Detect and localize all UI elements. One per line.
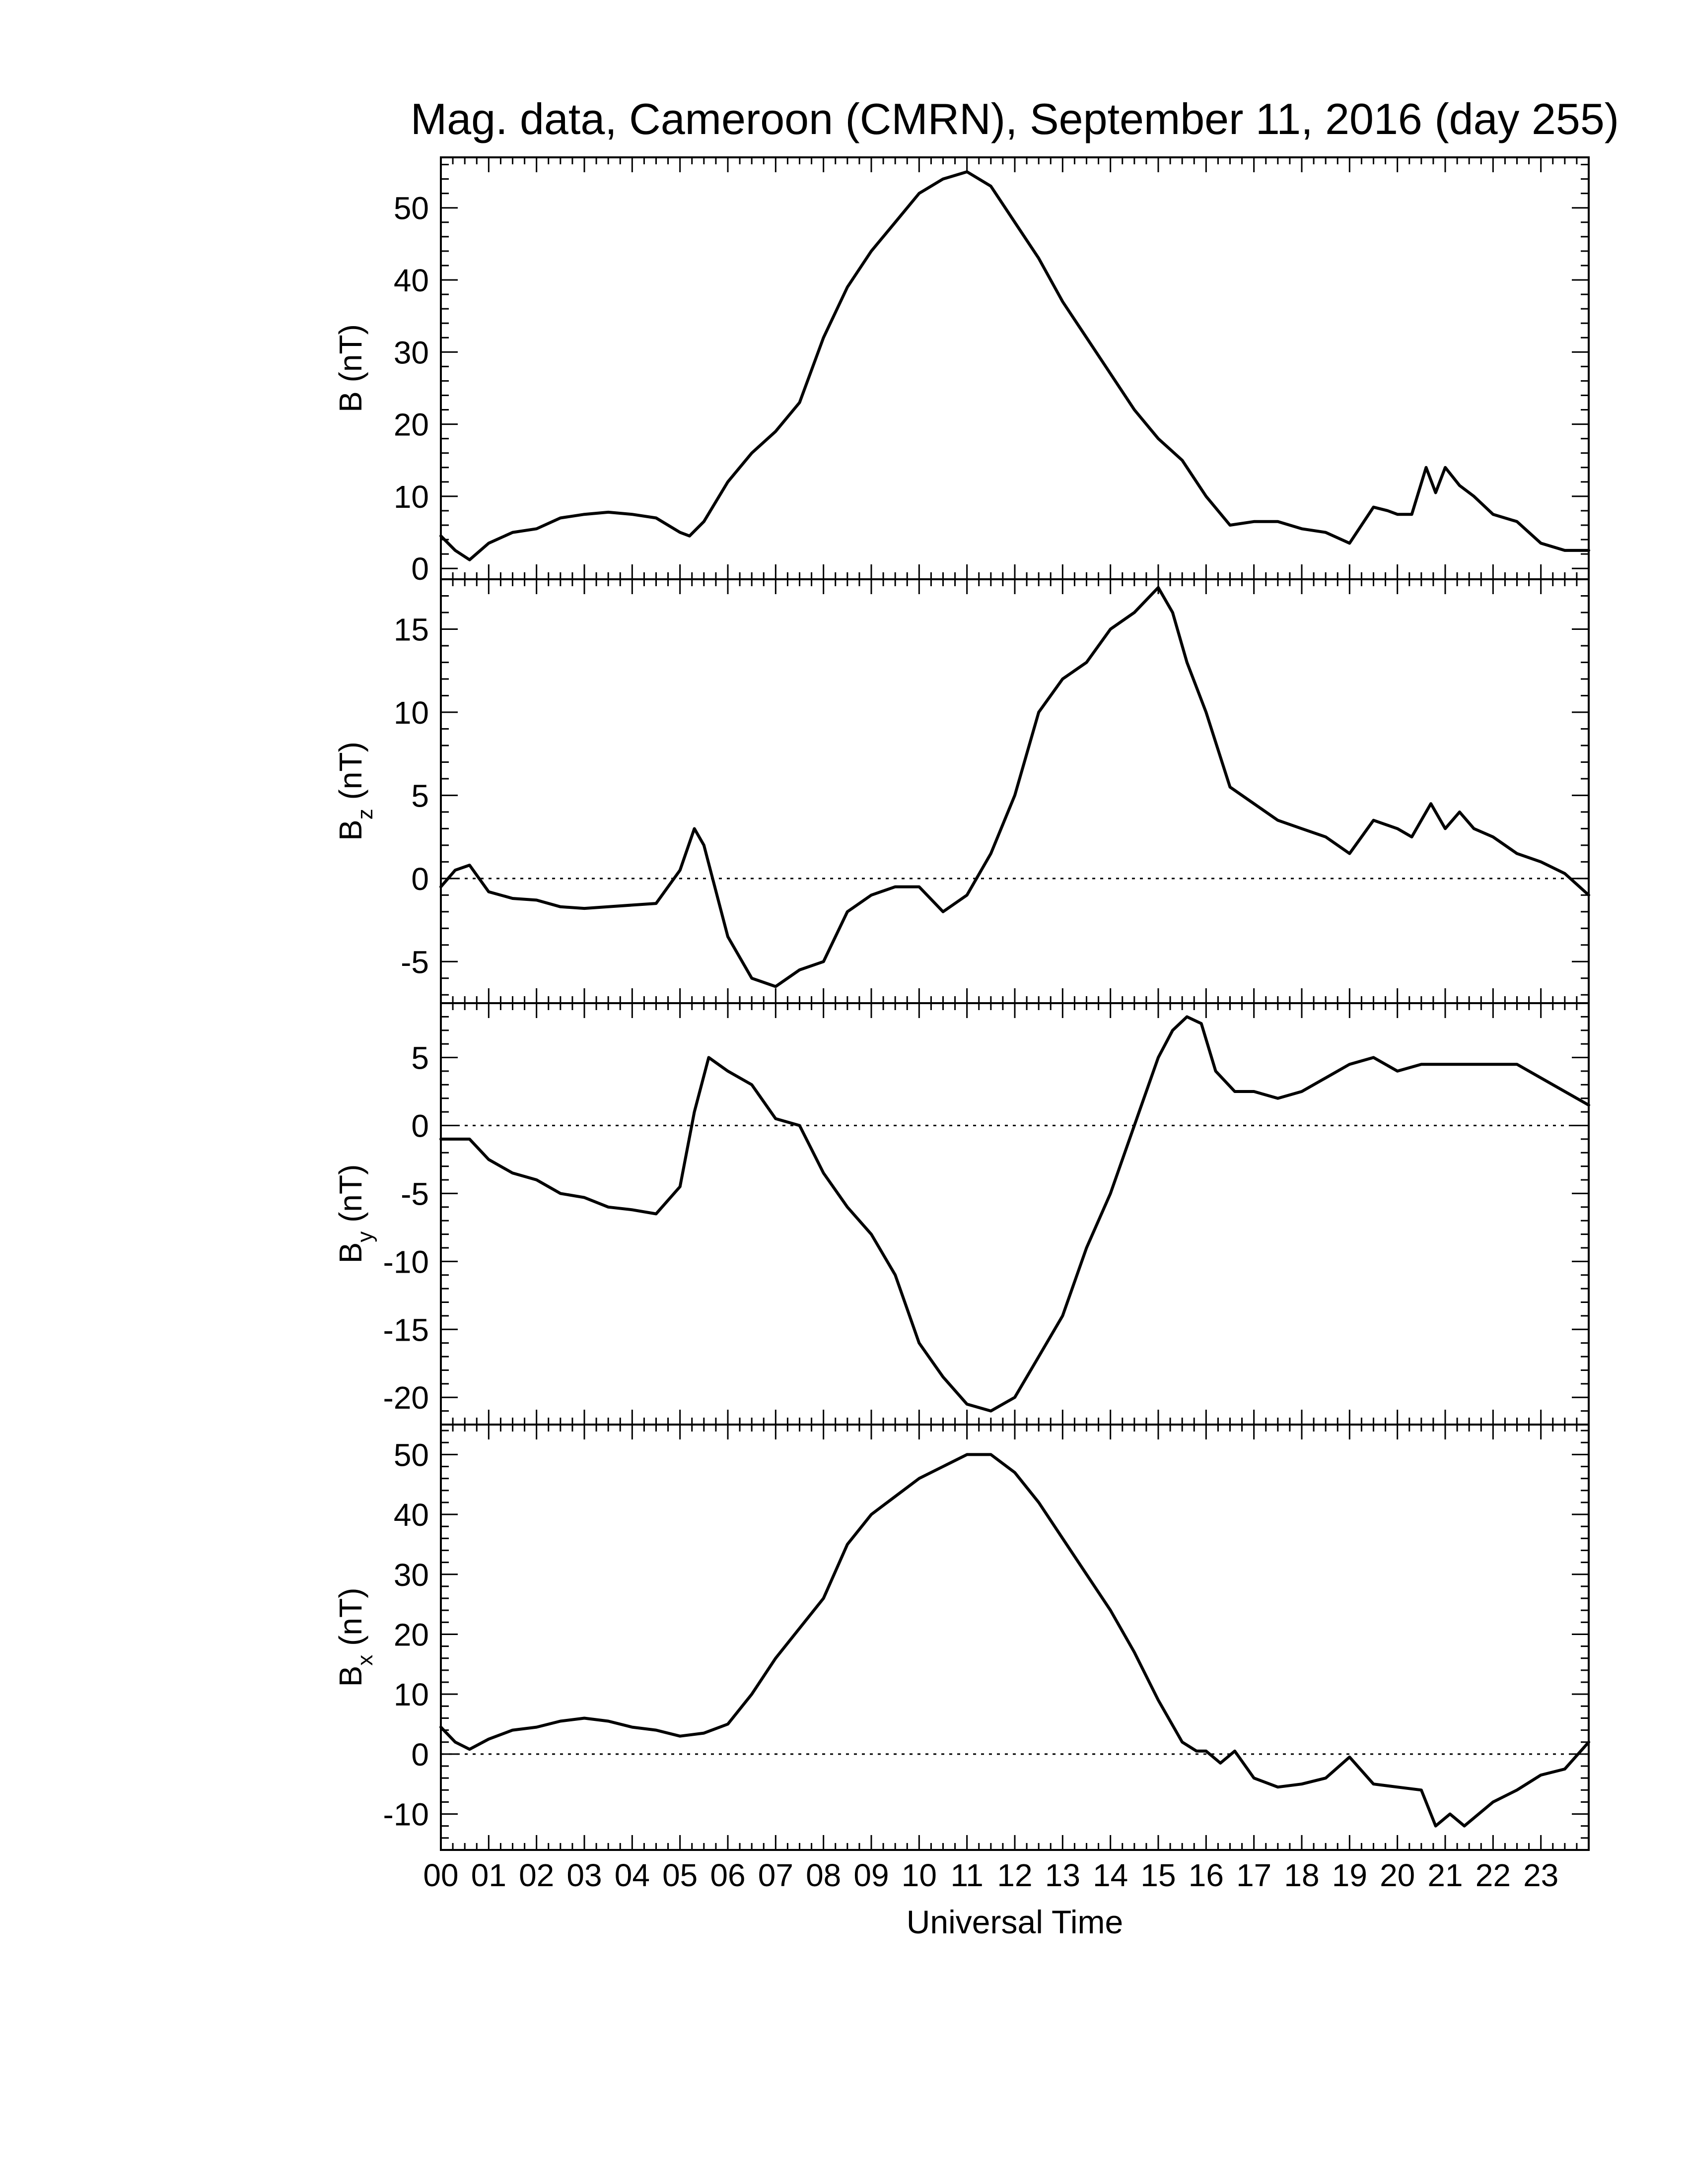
y-tick-label: -20 (383, 1380, 429, 1416)
panel-4: -10 0 10 20 30 40 50 Bx (nT) (333, 1424, 1590, 1851)
data-series-line (439, 586, 1590, 988)
y-tick-label: 40 (394, 1497, 429, 1533)
y-tick-label: 20 (394, 1617, 429, 1652)
data-series-line (439, 1453, 1590, 1828)
x-tick-label: 06 (710, 1857, 745, 1893)
y-tick-label: 10 (394, 695, 429, 731)
x-tick-label: 05 (662, 1857, 698, 1893)
x-tick-label: 20 (1380, 1857, 1415, 1893)
y-tick-label: 30 (394, 335, 429, 370)
y-tick-label: 0 (411, 551, 429, 587)
y-tick-label: 40 (394, 263, 429, 298)
y-tick-label: 5 (411, 1040, 429, 1076)
x-tick-label: 08 (806, 1857, 841, 1893)
x-tick-label: 22 (1476, 1857, 1511, 1893)
y-tick-label: 10 (394, 479, 429, 515)
y-tick-label: 50 (394, 1437, 429, 1473)
y-axis-label: By (nT) (333, 1164, 377, 1264)
panel-2: -5 0 5 10 15 Bz (nT) (333, 578, 1590, 1004)
panel-3: -20 -15 -10 -5 0 5 By (nT) (333, 1002, 1590, 1426)
y-tick-label: 0 (411, 1737, 429, 1773)
y-tick-label: 5 (411, 778, 429, 814)
x-axis: 00 01 02 03 04 05 06 07 08 09 10 11 12 13 14 15 16 17 18 19… (423, 1857, 1558, 1893)
x-tick-label: 18 (1284, 1857, 1319, 1893)
data-series-line (439, 1015, 1590, 1413)
x-axis-label: Universal Time (907, 1904, 1123, 1940)
y-tick-label: -15 (383, 1312, 429, 1348)
x-tick-label: 16 (1189, 1857, 1224, 1893)
y-tick-label: -10 (383, 1797, 429, 1833)
y-axis-label: B (nT) (333, 324, 368, 412)
x-tick-label: 02 (519, 1857, 554, 1893)
x-tick-label: 11 (950, 1857, 983, 1893)
x-tick-label: 00 (423, 1857, 458, 1893)
y-tick-label: 10 (394, 1677, 429, 1712)
x-tick-label: 04 (615, 1857, 650, 1893)
figure-title: Mag. data, Cameroon (CMRN), September 11… (411, 94, 1619, 143)
panel-1: 0 10 20 30 40 50 B (nT) (333, 156, 1590, 587)
y-tick-label: 0 (411, 861, 429, 897)
x-tick-label: 10 (902, 1857, 937, 1893)
x-tick-label: 07 (758, 1857, 793, 1893)
y-tick-label: 20 (394, 407, 429, 443)
y-axis-label: Bx (nT) (333, 1588, 377, 1687)
y-tick-label: -5 (401, 1176, 429, 1212)
x-tick-label: 19 (1332, 1857, 1367, 1893)
y-tick-label: 0 (411, 1108, 429, 1144)
x-tick-label: 23 (1523, 1857, 1558, 1893)
y-tick-label: 50 (394, 191, 429, 226)
x-tick-label: 12 (997, 1857, 1032, 1893)
x-tick-label: 13 (1045, 1857, 1080, 1893)
y-axis-label: Bz (nT) (333, 742, 377, 841)
x-tick-label: 01 (471, 1857, 506, 1893)
x-tick-label: 15 (1140, 1857, 1176, 1893)
x-tick-label: 03 (566, 1857, 602, 1893)
x-tick-label: 17 (1236, 1857, 1271, 1893)
y-tick-label: -5 (401, 944, 429, 980)
x-tick-label: 14 (1093, 1857, 1128, 1893)
y-tick-label: -10 (383, 1244, 429, 1280)
y-tick-label: 15 (394, 612, 429, 647)
y-tick-label: 30 (394, 1557, 429, 1593)
x-tick-label: 09 (853, 1857, 889, 1893)
x-tick-label: 21 (1427, 1857, 1463, 1893)
panel-frame (440, 1424, 1590, 1851)
data-series-line (439, 170, 1590, 561)
